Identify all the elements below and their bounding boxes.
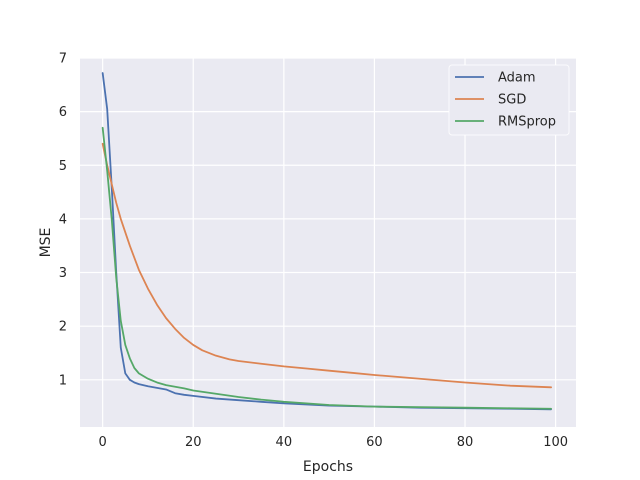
legend-box bbox=[448, 64, 570, 136]
x-tick-label: 0 bbox=[99, 435, 107, 450]
legend-label-adam: Adam bbox=[498, 71, 536, 86]
legend: Adam SGD RMSprop bbox=[448, 64, 570, 136]
y-tick-label: 7 bbox=[59, 52, 67, 67]
x-tick-label: 60 bbox=[366, 435, 383, 450]
y-tick-label: 2 bbox=[59, 320, 67, 335]
x-tick-label: 100 bbox=[543, 435, 568, 450]
gridlines bbox=[80, 57, 576, 427]
y-tick-label: 3 bbox=[59, 266, 67, 281]
series-lines bbox=[101, 72, 552, 411]
legend-label-sgd: SGD bbox=[498, 93, 526, 108]
tick-labels: 0 20 40 60 80 100 1 2 3 4 5 6 7 bbox=[59, 52, 568, 451]
series-line-rmsprop bbox=[101, 126, 552, 410]
y-axis-label: MSE bbox=[38, 228, 54, 258]
x-tick-label: 20 bbox=[185, 435, 202, 450]
y-tick-label: 5 bbox=[59, 159, 67, 174]
y-tick-label: 1 bbox=[59, 373, 67, 388]
x-tick-label: 40 bbox=[276, 435, 293, 450]
y-tick-label: 4 bbox=[59, 212, 67, 227]
x-axis-label: Epochs bbox=[303, 459, 353, 475]
series-line-sgd bbox=[101, 142, 552, 389]
y-tick-label: 6 bbox=[59, 105, 67, 120]
legend-label-rmsprop: RMSprop bbox=[498, 115, 556, 130]
x-tick-label: 80 bbox=[457, 435, 474, 450]
